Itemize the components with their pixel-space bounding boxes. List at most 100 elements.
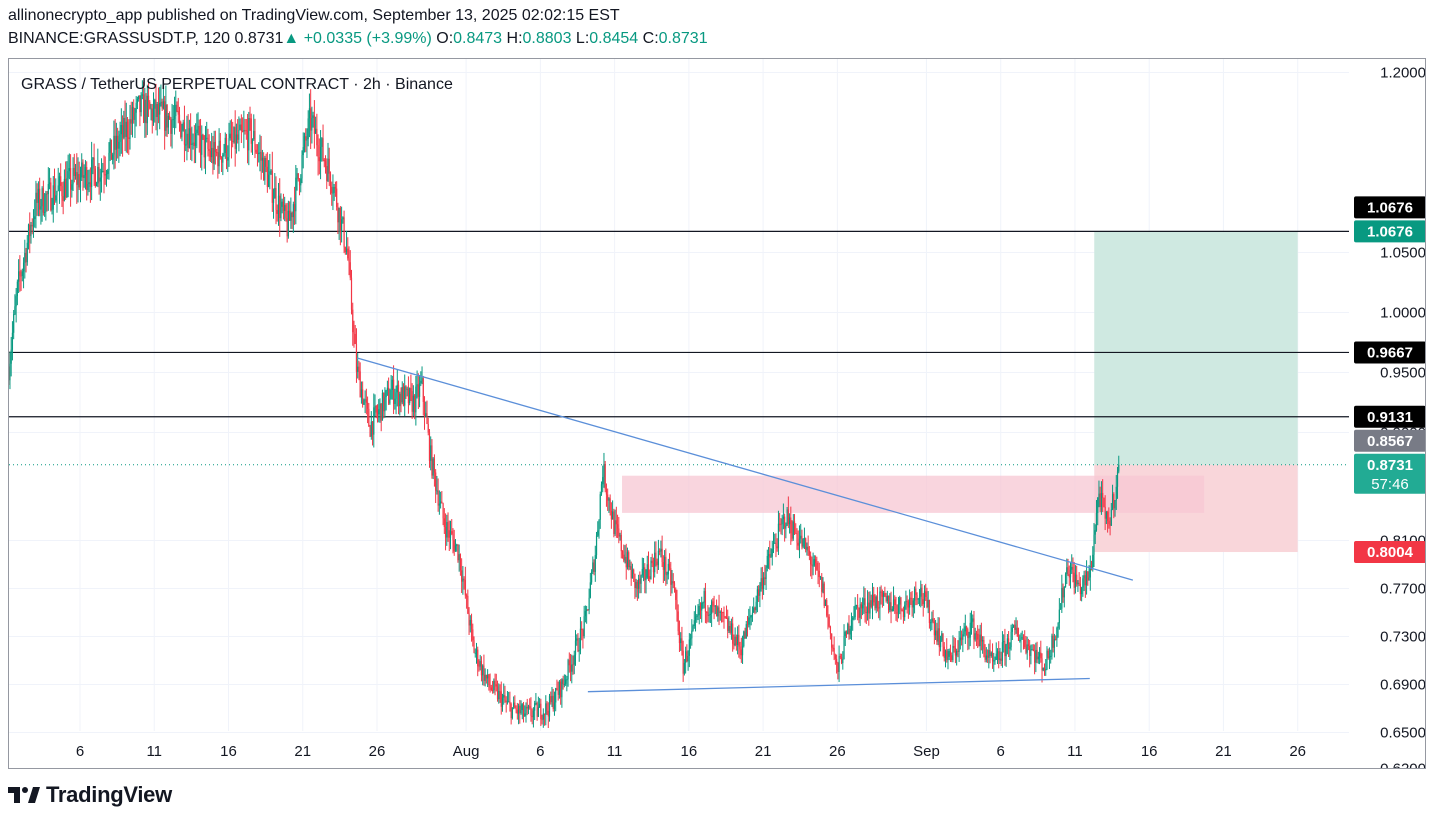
candle-body: [573, 654, 575, 665]
x-tick-label: 21: [294, 743, 311, 760]
symbol-ohlc-line: BINANCE:GRASSUSDT.P, 120 0.8731▲ +0.0335…: [8, 30, 708, 48]
candle-body: [151, 108, 153, 122]
candle-body: [781, 518, 783, 525]
candlestick-chart[interactable]: 1.20001.05001.00000.95000.90000.81000.77…: [9, 59, 1426, 769]
candle-body: [125, 121, 127, 137]
y-tick-label: 1.0000: [1380, 305, 1426, 322]
candle-body: [922, 599, 924, 605]
candle-body: [410, 388, 412, 392]
price-label-box: [1354, 429, 1425, 452]
candle-body: [1047, 650, 1049, 658]
x-tick-label: 6: [76, 743, 84, 760]
candle-body: [912, 600, 914, 608]
candle-body: [27, 224, 30, 243]
candle-body: [807, 546, 809, 551]
candle-body: [926, 597, 928, 608]
candle-body: [1059, 608, 1062, 610]
tradingview-logo[interactable]: TradingView: [8, 782, 172, 808]
candle-body: [39, 188, 41, 210]
chart-area[interactable]: 1.20001.05001.00000.95000.90000.81000.77…: [8, 58, 1426, 769]
candle-body: [167, 115, 169, 128]
candle-body: [555, 688, 557, 703]
candle-body: [541, 719, 543, 721]
candle-body: [1066, 567, 1068, 575]
candle-body: [276, 209, 278, 214]
candle-body: [702, 602, 704, 604]
candle-body: [865, 612, 867, 614]
candle-body: [501, 697, 504, 707]
symbol-label: BINANCE:GRASSUSDT.P, 120: [8, 30, 231, 47]
candle-body: [524, 713, 526, 716]
candle-body: [745, 624, 747, 639]
x-tick-label: 21: [1215, 743, 1232, 760]
candle-body: [682, 650, 684, 674]
candle-body: [266, 166, 268, 187]
candle-body: [219, 140, 221, 158]
candle-body: [270, 170, 272, 172]
candle-body: [1063, 587, 1065, 598]
candle-body: [347, 248, 349, 259]
candle-body: [186, 133, 188, 145]
candle-body: [774, 542, 776, 544]
candle-body: [26, 242, 28, 263]
candle-body: [1058, 609, 1060, 623]
candle-body: [489, 685, 491, 688]
candle-body: [599, 494, 601, 520]
candle-body: [364, 399, 366, 401]
candle-body: [1016, 627, 1018, 636]
candle-body: [380, 403, 382, 421]
candle-body: [290, 212, 292, 221]
candle-body: [207, 137, 209, 149]
candle-body: [915, 588, 917, 595]
price-labels: 1.0676 1.0676 0.9667 0.9131 0.8731 57:46 0.856…: [1354, 196, 1425, 564]
candle-body: [938, 628, 940, 648]
candle-body: [133, 107, 135, 120]
candle-body: [326, 166, 328, 181]
candle-body: [201, 134, 203, 155]
candle-body: [715, 605, 718, 617]
candle-body: [36, 192, 38, 203]
candle-body: [837, 662, 839, 672]
candle-body: [491, 690, 494, 692]
candle-body: [892, 599, 895, 609]
candle-body: [1051, 635, 1053, 656]
candle-body: [47, 184, 49, 195]
candle-body: [990, 652, 992, 656]
candle-body: [261, 157, 264, 161]
candle-body: [610, 510, 612, 520]
candle-body: [936, 630, 938, 642]
candle-body: [667, 563, 669, 575]
candle-body: [332, 192, 334, 194]
candle-body: [673, 583, 676, 590]
candle-body: [50, 182, 52, 211]
candle-body: [629, 566, 631, 568]
candle-body: [780, 524, 782, 526]
candle-body: [597, 530, 599, 536]
candle-body: [233, 127, 235, 142]
candle-body: [414, 395, 416, 413]
candle-body: [850, 619, 853, 629]
candle-body: [890, 602, 892, 612]
x-tick-label: 11: [1067, 743, 1083, 760]
candle-body: [581, 628, 583, 630]
candle-body: [1050, 655, 1052, 657]
candle-body: [582, 629, 584, 637]
candle-body: [135, 102, 137, 113]
candle-body: [598, 519, 600, 531]
candle-body: [78, 174, 80, 188]
x-tick-label: 26: [829, 743, 846, 760]
candle-body: [240, 124, 242, 131]
candle-body: [235, 134, 238, 149]
candle-body: [71, 184, 73, 190]
candle-body: [1090, 566, 1093, 568]
candle-body: [14, 306, 16, 315]
candle-body: [651, 560, 653, 564]
price-label-box: [1354, 220, 1425, 243]
candle-body: [138, 95, 140, 100]
candle-body: [928, 599, 931, 624]
candle-body: [1014, 624, 1016, 631]
candle-body: [566, 679, 568, 681]
candle-body: [131, 107, 134, 124]
candle-body: [668, 563, 671, 569]
candle-body: [697, 615, 699, 617]
